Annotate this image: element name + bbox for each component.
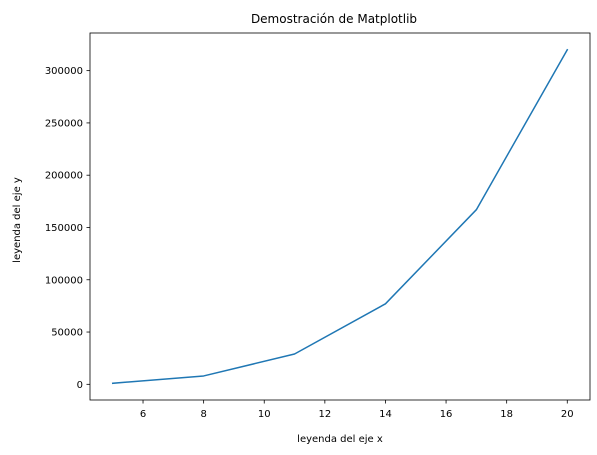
series-line-0 bbox=[111, 48, 569, 385]
y-tick-label: 150000 bbox=[45, 223, 83, 234]
x-tick-label: 10 bbox=[258, 409, 271, 420]
plot-area: 6 8 10 12 14 16 18 20 0 50000 100000 150000 200000 25… bbox=[45, 32, 591, 420]
y-tick-label: 50000 bbox=[51, 328, 83, 339]
y-tick-label: 0 bbox=[77, 380, 83, 391]
y-tick-label: 100000 bbox=[45, 275, 83, 286]
x-tick-label: 8 bbox=[200, 409, 206, 420]
x-tick-label: 16 bbox=[440, 409, 453, 420]
x-tick-label: 14 bbox=[379, 409, 392, 420]
x-tick-label: 20 bbox=[561, 409, 574, 420]
y-tick-label: 200000 bbox=[45, 171, 83, 182]
x-axis-label: leyenda del eje x bbox=[297, 434, 383, 445]
y-axis-label: leyenda del eje y bbox=[12, 177, 23, 263]
y-tick-label: 300000 bbox=[45, 66, 83, 77]
x-tick-label: 12 bbox=[318, 409, 331, 420]
axes-frame bbox=[89, 32, 591, 401]
x-tick-label: 18 bbox=[500, 409, 513, 420]
chart-title: Demostración de Matplotlib bbox=[251, 12, 417, 26]
y-tick-label: 250000 bbox=[45, 118, 83, 129]
x-tick-label: 6 bbox=[140, 409, 146, 420]
